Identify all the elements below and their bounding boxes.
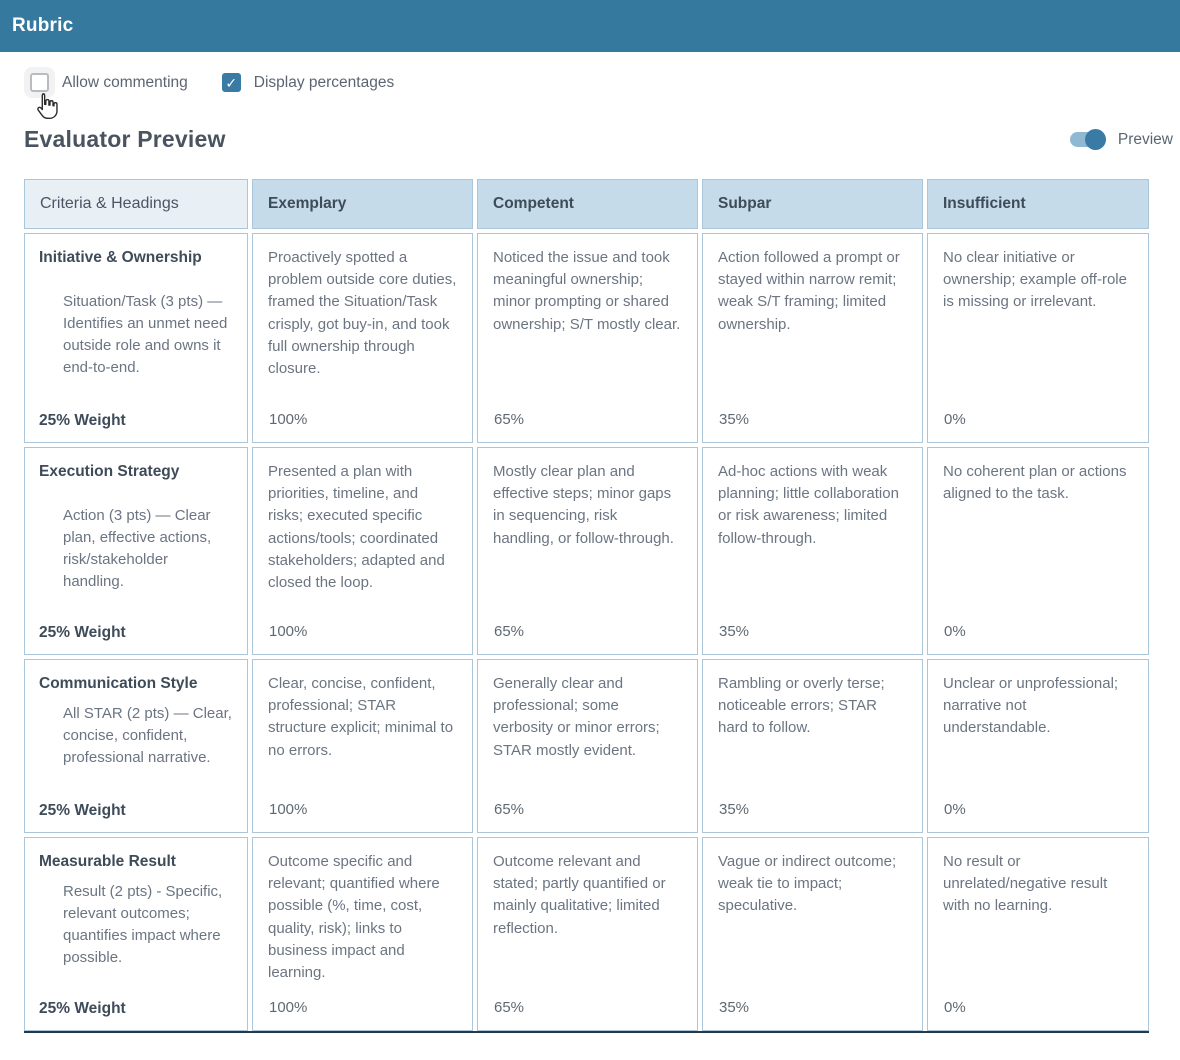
rating-text: No coherent plan or actions aligned to t… xyxy=(943,463,1127,503)
rating-text: Unclear or unprofessional; narrative not… xyxy=(943,675,1119,737)
allow-commenting-checkbox[interactable]: ✓ xyxy=(30,73,49,92)
criterion-description: Result (2 pts) - Specific, relevant outc… xyxy=(63,882,223,967)
rating-cell[interactable]: Unclear or unprofessional; narrative not… xyxy=(927,659,1149,833)
mouse-cursor-hand-icon xyxy=(37,93,58,120)
preview-toggle-group: Preview xyxy=(1069,129,1173,150)
rating-cell[interactable]: Generally clear and professional; some v… xyxy=(477,659,698,833)
column-header-competent: Competent xyxy=(477,179,698,229)
rating-cell[interactable]: Ad-hoc actions with weak planning; littl… xyxy=(702,447,923,655)
rating-cell[interactable]: Vague or indirect outcome; weak tie to i… xyxy=(702,837,923,1031)
options-row: ✓ Allow commenting ✓ Display percentages xyxy=(30,73,1180,120)
section-heading: Evaluator Preview xyxy=(24,126,226,152)
rating-text: Rambling or overly terse; noticeable err… xyxy=(718,675,885,737)
criterion-cell: Communication Style All STAR (2 pts) — C… xyxy=(24,659,248,833)
rating-text: Clear, concise, confident, professional;… xyxy=(268,675,454,759)
criterion-title: Measurable Result xyxy=(39,853,176,870)
rating-cell[interactable]: No result or unrelated/negative result w… xyxy=(927,837,1149,1031)
preview-toggle[interactable] xyxy=(1069,129,1106,150)
rating-cell[interactable]: Mostly clear plan and effective steps; m… xyxy=(477,447,698,655)
criterion-weight: 25% Weight xyxy=(39,802,126,819)
rating-cell[interactable]: Outcome specific and relevant; quantifie… xyxy=(252,837,473,1031)
criterion-cell: Initiative & Ownership Situation/Task (3… xyxy=(24,233,248,443)
rating-cell[interactable]: No clear initiative or ownership; exampl… xyxy=(927,233,1149,443)
rating-text: Noticed the issue and took meaningful ow… xyxy=(493,249,681,333)
criterion-description: Action (3 pts) — Clear plan, effective a… xyxy=(63,506,212,591)
app-header: Rubric xyxy=(0,0,1180,52)
rating-cell[interactable]: Presented a plan with priorities, timeli… xyxy=(252,447,473,655)
criterion-title: Initiative & Ownership xyxy=(39,249,202,266)
rating-text: No clear initiative or ownership; exampl… xyxy=(943,249,1127,311)
rating-text: Mostly clear plan and effective steps; m… xyxy=(493,463,674,547)
rating-text: Proactively spotted a problem outside co… xyxy=(268,249,457,377)
criterion-weight: 25% Weight xyxy=(39,412,126,429)
display-percentages-label: Display percentages xyxy=(253,73,395,91)
rating-text: No result or unrelated/negative result w… xyxy=(943,853,1108,915)
rating-percent: 65% xyxy=(494,623,525,640)
criterion-title: Execution Strategy xyxy=(39,463,180,480)
rating-percent: 100% xyxy=(269,411,308,428)
display-percentages-checkbox[interactable]: ✓ xyxy=(221,73,241,92)
rating-percent: 100% xyxy=(269,801,308,818)
rating-percent: 100% xyxy=(269,623,308,640)
rating-percent: 65% xyxy=(494,999,525,1016)
allow-commenting-option[interactable]: ✓ Allow commenting xyxy=(30,73,188,92)
criterion-cell: Measurable Result Result (2 pts) - Speci… xyxy=(24,837,248,1031)
rating-percent: 35% xyxy=(719,801,750,818)
rating-text: Outcome specific and relevant; quantifie… xyxy=(268,853,440,981)
column-header-subpar: Subpar xyxy=(702,179,923,229)
criterion-description: Situation/Task (3 pts) — Identifies an u… xyxy=(63,292,228,377)
rating-percent: 65% xyxy=(494,411,525,428)
rating-percent: 100% xyxy=(269,999,308,1016)
criterion-weight: 25% Weight xyxy=(39,624,126,641)
page-title: Rubric xyxy=(12,15,74,36)
criterion-weight: 25% Weight xyxy=(39,1000,126,1017)
column-header-criteria: Criteria & Headings xyxy=(24,179,248,229)
rating-text: Action followed a prompt or stayed withi… xyxy=(718,249,900,333)
criterion-description: All STAR (2 pts) — Clear, concise, confi… xyxy=(63,704,232,767)
rating-text: Vague or indirect outcome; weak tie to i… xyxy=(718,853,897,915)
column-header-exemplary: Exemplary xyxy=(252,179,473,229)
rating-percent: 35% xyxy=(719,623,750,640)
display-percentages-option[interactable]: ✓ Display percentages xyxy=(221,73,395,92)
allow-commenting-label: Allow commenting xyxy=(62,73,188,91)
checkmark-icon: ✓ xyxy=(225,74,238,91)
rating-cell[interactable]: Outcome relevant and stated; partly quan… xyxy=(477,837,698,1031)
rating-percent: 35% xyxy=(719,999,750,1016)
rating-text: Ad-hoc actions with weak planning; littl… xyxy=(718,463,899,547)
column-header-insufficient: Insufficient xyxy=(927,179,1149,229)
rating-percent: 0% xyxy=(944,801,966,818)
rating-percent: 35% xyxy=(719,411,750,428)
rubric-table: Criteria & Headings Exemplary Competent … xyxy=(24,179,1149,1033)
rating-text: Presented a plan with priorities, timeli… xyxy=(268,463,445,591)
rating-text: Outcome relevant and stated; partly quan… xyxy=(493,853,666,937)
preview-header-row: Evaluator Preview Preview xyxy=(24,126,1173,153)
criterion-cell: Execution Strategy Action (3 pts) — Clea… xyxy=(24,447,248,655)
rating-percent: 65% xyxy=(494,801,525,818)
rating-cell[interactable]: No coherent plan or actions aligned to t… xyxy=(927,447,1149,655)
rating-text: Generally clear and professional; some v… xyxy=(493,675,660,759)
rating-cell[interactable]: Clear, concise, confident, professional;… xyxy=(252,659,473,833)
rating-percent: 0% xyxy=(944,623,966,640)
rating-cell[interactable]: Action followed a prompt or stayed withi… xyxy=(702,233,923,443)
rating-percent: 0% xyxy=(944,999,966,1016)
rating-percent: 0% xyxy=(944,411,966,428)
preview-toggle-label: Preview xyxy=(1117,130,1173,148)
rating-cell[interactable]: Noticed the issue and took meaningful ow… xyxy=(477,233,698,443)
rating-cell[interactable]: Proactively spotted a problem outside co… xyxy=(252,233,473,443)
rating-cell[interactable]: Rambling or overly terse; noticeable err… xyxy=(702,659,923,833)
toggle-knob xyxy=(1084,129,1106,150)
criterion-title: Communication Style xyxy=(39,675,198,692)
